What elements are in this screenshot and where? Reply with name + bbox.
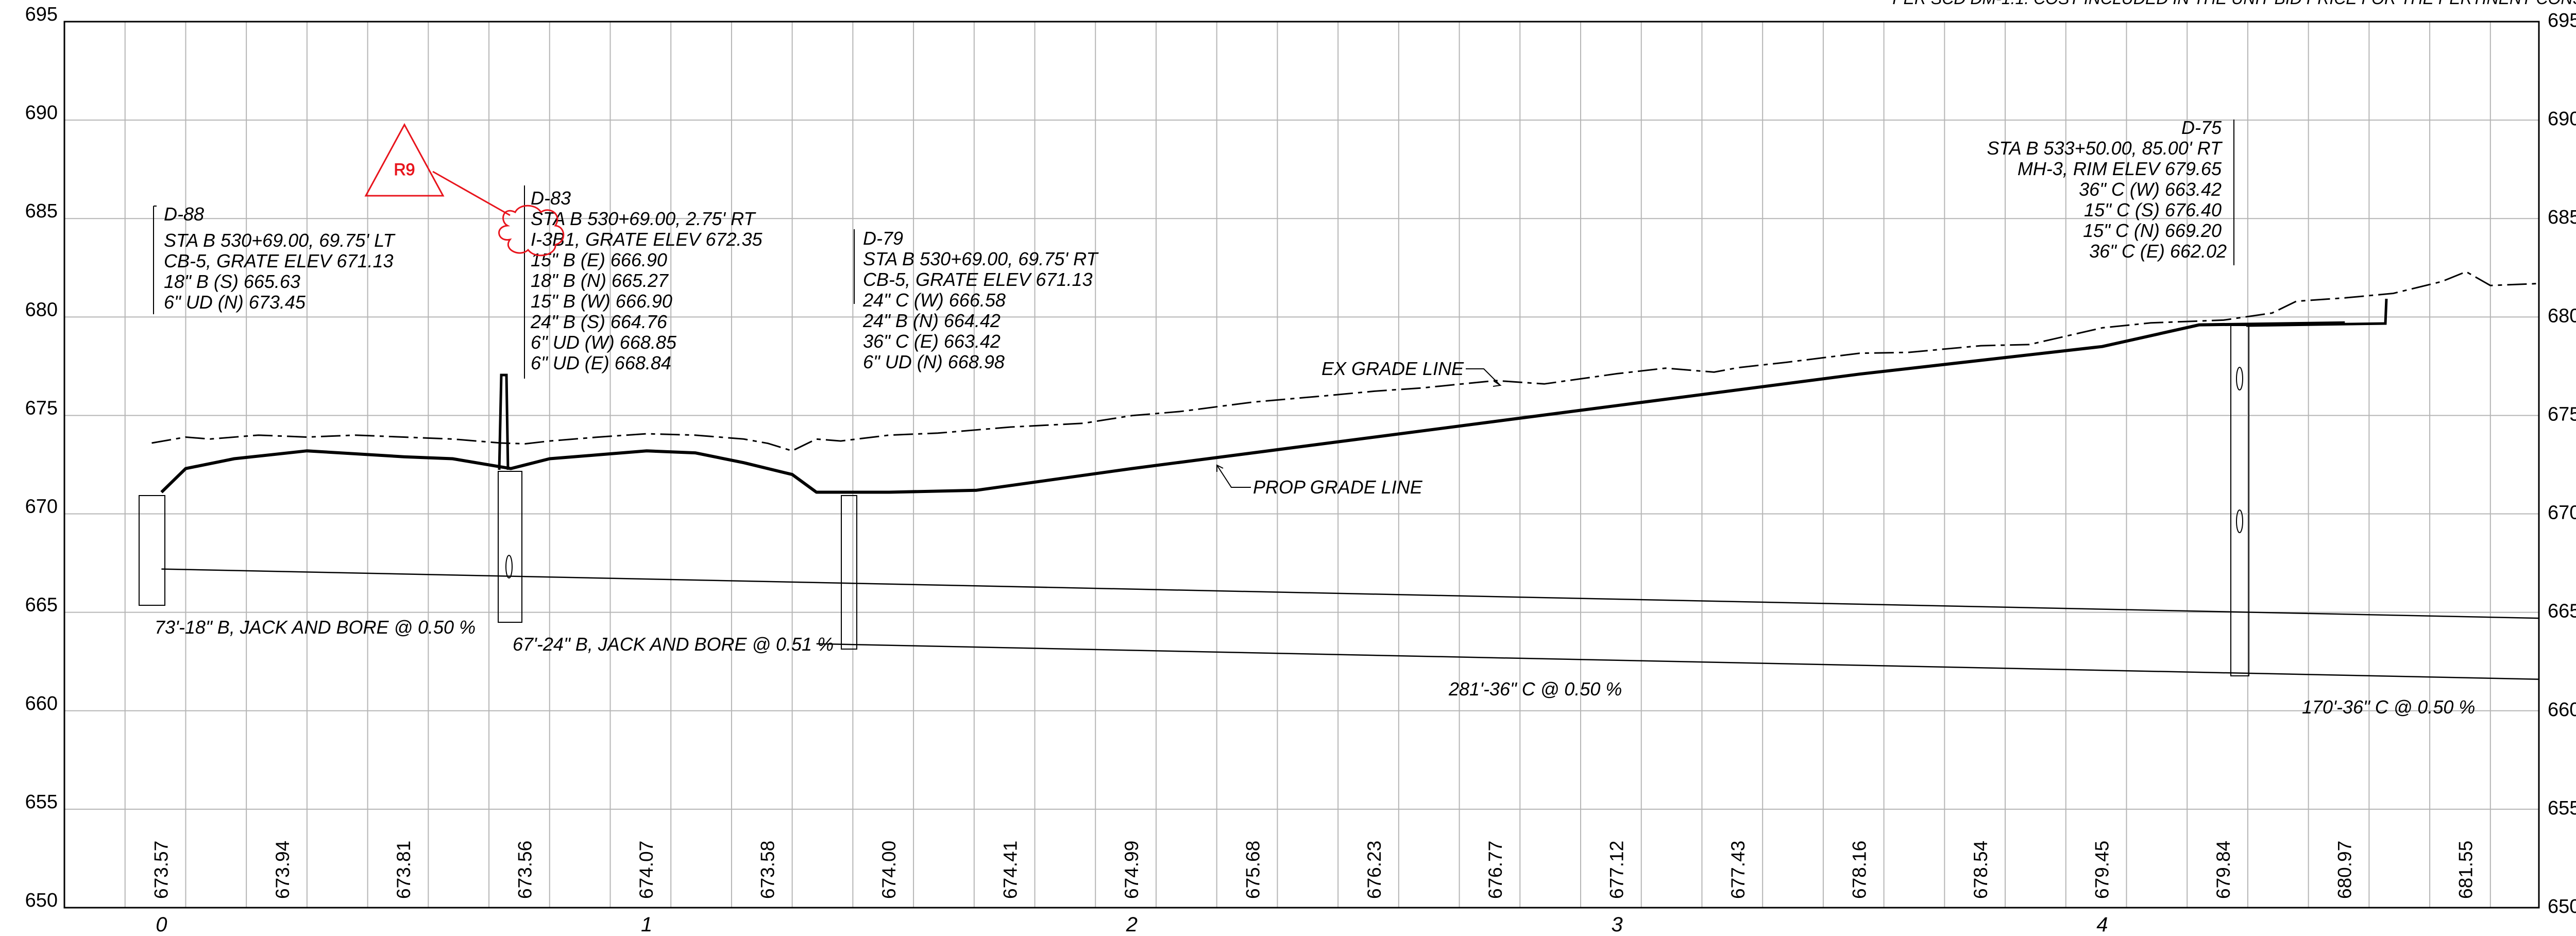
ground-elevation-label: 675.68 <box>1242 841 1263 899</box>
structure-label-d-88: D-88 STA B 530+69.00, 69.75' LT CB-5, GR… <box>164 203 400 313</box>
y-tick-label-right: 690 <box>2548 108 2576 130</box>
structure-label-d-79: D-79 STA B 530+69.00, 69.75' RT CB-5, GR… <box>862 228 1103 372</box>
ground-elevation-label: 679.45 <box>2091 841 2112 899</box>
ground-elevation-label: 674.41 <box>999 841 1021 899</box>
y-tick-label-right: 655 <box>2548 797 2576 819</box>
station-label: 1 <box>641 913 652 936</box>
y-tick-label-left: 665 <box>25 594 58 616</box>
structure-label-d-75: D-75 STA B 533+50.00, 85.00' RT MH-3, RI… <box>1987 117 2227 262</box>
y-tick-label-right: 675 <box>2548 403 2576 425</box>
ground-elevation-label: 673.56 <box>515 841 536 899</box>
plot-frame <box>63 21 2540 909</box>
existing-grade-line <box>151 270 2539 452</box>
ground-elevation-label: 673.58 <box>757 841 778 899</box>
ground-elevation-label: 679.84 <box>2213 841 2234 899</box>
pipe-invert-line-upper <box>161 568 2539 619</box>
ground-elevation-label: 678.16 <box>1849 841 1870 899</box>
pipe-label-d75: 170'-36" C @ 0.50 % <box>2302 696 2475 718</box>
pipe-label-d83: 67'-24" B, JACK AND BORE @ 0.51 % <box>513 634 834 655</box>
y-tick-label-left: 685 <box>25 200 58 222</box>
y-tick-label-right: 660 <box>2548 699 2576 721</box>
ground-elevation-label: 673.81 <box>393 841 414 899</box>
ground-elevation-label: 674.07 <box>636 841 657 899</box>
revision-leader <box>432 171 511 216</box>
station-label: 2 <box>1126 913 1138 936</box>
ground-elevation-label: 680.97 <box>2334 841 2355 899</box>
ground-elevation-label: 676.77 <box>1485 841 1506 899</box>
ex-grade-leader <box>1466 368 1501 386</box>
revision-tag: R9 <box>394 160 415 179</box>
ground-elevation-label: 677.12 <box>1606 841 1628 899</box>
ground-elevation-label: 678.54 <box>1970 841 1991 899</box>
y-tick-label-right: 680 <box>2548 305 2576 327</box>
y-tick-label-right: 670 <box>2548 502 2576 524</box>
ground-elevation-label: 674.00 <box>878 841 900 899</box>
station-label: 3 <box>1612 913 1623 936</box>
inlet-riser-d-83 <box>498 373 510 470</box>
y-tick-label-right: 695 <box>2548 10 2576 31</box>
y-tick-label-left: 670 <box>25 496 58 518</box>
y-tick-label-left: 660 <box>25 693 58 714</box>
y-axis-labels-right: 695 690 685 680 675 670 665 660 655 650 <box>2548 10 2576 917</box>
y-tick-label-left: 680 <box>25 299 58 320</box>
structure-label-d-83: D-83 STA B 530+69.00, 2.75' RT I-3B1, GR… <box>530 188 768 373</box>
header-note: PER SCD DM-1.1. COST INCLUDED IN THE UNI… <box>1892 0 2576 8</box>
y-tick-label-right: 665 <box>2548 601 2576 622</box>
ground-elevation-label: 674.99 <box>1121 841 1142 899</box>
pipe-label-d88: 73'-18" B, JACK AND BORE @ 0.50 % <box>155 617 476 638</box>
y-tick-label-left: 650 <box>25 890 58 911</box>
structure-d-88-box <box>139 206 165 606</box>
prop-grade-leader <box>1216 465 1251 488</box>
ground-elevation-label: 677.43 <box>1727 841 1749 899</box>
station-label: 4 <box>2096 913 2108 936</box>
revision-marker: R9 <box>364 123 565 257</box>
ground-elevation-label: 676.23 <box>1364 841 1385 899</box>
ground-elevation-label: 673.57 <box>150 841 172 899</box>
prop-grade-callout: PROP GRADE LINE <box>1253 476 1423 498</box>
y-tick-label-left: 695 <box>25 4 58 25</box>
station-label: 0 <box>156 913 167 936</box>
pipe-invert-line-lower <box>816 643 2539 680</box>
y-tick-label-left: 675 <box>25 397 58 419</box>
y-axis-labels-left: 695 690 685 680 675 670 665 660 655 650 <box>25 4 58 911</box>
ground-elevation-labels: 673.57 673.94 673.81 673.56 674.07 673.58 674.… <box>150 841 2476 899</box>
structure-d-79-box <box>841 229 857 650</box>
revision-triangle-icon <box>364 123 445 197</box>
structure-d-75-box <box>2230 120 2249 676</box>
y-tick-label-right: 685 <box>2548 207 2576 228</box>
revision-cloud-icon <box>498 205 565 257</box>
ex-grade-callout: EX GRADE LINE <box>1321 358 1464 379</box>
y-tick-label-left: 655 <box>25 791 58 813</box>
y-tick-label-left: 690 <box>25 102 58 124</box>
structure-d-83-box <box>498 185 525 623</box>
pipe-label-d79: 281'-36" C @ 0.50 % <box>1448 678 1622 700</box>
ex-grade-arrow-icon <box>1493 381 1502 387</box>
station-labels: 0 1 2 3 4 <box>156 913 2108 936</box>
prop-grade-arrow-icon <box>1216 464 1224 472</box>
ground-elevation-label: 681.55 <box>2455 841 2477 899</box>
proposed-grade-line <box>160 321 2345 494</box>
ground-elevation-label: 673.94 <box>272 841 293 899</box>
y-tick-label-right: 650 <box>2548 896 2576 917</box>
